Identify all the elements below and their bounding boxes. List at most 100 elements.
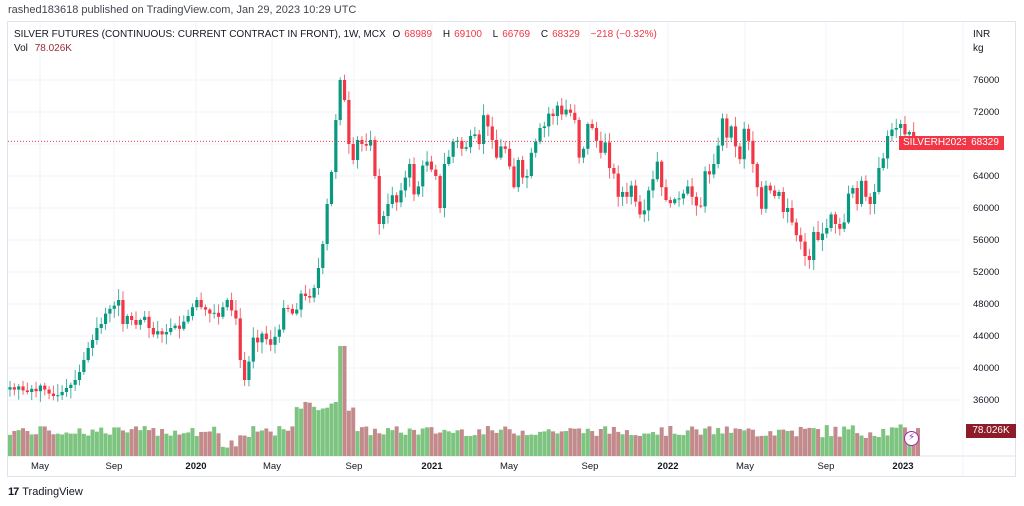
candle-body <box>295 309 299 314</box>
chart-frame[interactable] <box>7 21 1016 477</box>
candle-body <box>642 210 646 215</box>
candle-body <box>360 140 364 144</box>
candle-body <box>725 118 729 138</box>
volume-bar <box>859 435 864 456</box>
volume-bar <box>377 433 382 456</box>
volume-bar <box>16 430 21 456</box>
candle-body <box>486 115 490 127</box>
candle-body <box>325 204 329 244</box>
candle-body <box>746 128 751 141</box>
candle-body <box>403 177 407 191</box>
candle-body <box>377 176 381 224</box>
candle-body <box>86 348 90 360</box>
candle-body <box>686 186 690 194</box>
volume-bar <box>412 429 417 456</box>
candle-body <box>243 360 247 380</box>
volume-bar <box>603 426 608 456</box>
lightning-icon[interactable]: ⚡︎ <box>904 431 919 446</box>
candle-body <box>451 141 455 157</box>
currency-label[interactable]: INR <box>973 29 991 40</box>
candle-body <box>38 385 43 392</box>
candle-body <box>156 331 160 335</box>
candle-body <box>490 126 494 140</box>
volume-bar <box>837 436 842 456</box>
candle-body <box>508 148 512 167</box>
candle-body <box>738 146 742 160</box>
candle-body <box>586 124 590 149</box>
candle-body <box>438 176 442 208</box>
symbol-description[interactable]: SILVER FUTURES (CONTINUOUS: CURRENT CONT… <box>14 29 386 40</box>
volume-bar <box>425 427 430 456</box>
candle-body <box>286 308 290 309</box>
volume-badge: 78.026K <box>966 424 1016 438</box>
volume-bar <box>116 427 121 456</box>
volume-bar <box>820 437 825 456</box>
tradingview-logo-icon: 17 <box>8 486 19 498</box>
open-value: 68989 <box>404 29 433 40</box>
volume-bar <box>881 429 886 456</box>
volume-bar <box>342 346 347 456</box>
candle-body <box>256 337 260 343</box>
volume-bar <box>911 435 916 456</box>
volume-bar <box>898 424 903 456</box>
candle-body <box>416 186 420 195</box>
candle-body <box>881 158 885 168</box>
candle-body <box>512 166 516 188</box>
time-tick-label: Sep <box>818 461 835 472</box>
volume-bar <box>572 428 577 456</box>
volume-bar <box>698 434 703 456</box>
candle-body <box>64 388 69 392</box>
high-value: 69100 <box>454 29 482 40</box>
volume-bar <box>616 431 621 456</box>
volume-bar <box>177 434 182 456</box>
candle-body <box>534 141 538 153</box>
volume-bar <box>42 426 47 456</box>
candle-body <box>816 232 820 240</box>
volume-bar <box>763 435 768 456</box>
volume-label[interactable]: Vol <box>14 43 28 54</box>
candle-body <box>17 386 21 390</box>
volume-bar <box>637 435 642 456</box>
candle-body <box>282 308 286 330</box>
candle-body <box>768 185 772 191</box>
volume-bar <box>629 435 634 456</box>
volume-bar <box>290 426 295 456</box>
volume-bar <box>598 428 603 456</box>
volume-bar <box>355 431 360 456</box>
volume-bar <box>516 435 521 456</box>
volume-bar <box>733 428 738 456</box>
volume-bar <box>855 433 860 456</box>
candle-body <box>594 128 599 141</box>
volume-bar <box>707 426 712 456</box>
unit-label[interactable]: kg <box>973 43 984 54</box>
candle-body <box>238 318 242 360</box>
volume-bar <box>351 407 356 456</box>
candle-body <box>395 195 399 203</box>
candle-body <box>477 134 481 144</box>
volume-bar <box>477 429 482 456</box>
volume-bar <box>359 427 364 456</box>
volume-bar <box>889 427 894 456</box>
volume-bar <box>8 434 12 456</box>
volume-bar <box>459 429 464 456</box>
footer-brand[interactable]: 17 TradingView <box>8 486 83 498</box>
volume-bar <box>273 435 278 456</box>
candle-body <box>386 204 390 216</box>
candle-body <box>890 129 894 136</box>
candle-body <box>264 333 268 340</box>
volume-bar <box>286 430 291 456</box>
candle-body <box>833 214 838 224</box>
candle-body <box>894 128 898 130</box>
price-tick-label: 76000 <box>973 75 999 86</box>
volume-bar <box>655 434 660 456</box>
volume-bar <box>242 435 247 456</box>
candle-body <box>494 140 499 158</box>
volume-bar <box>659 427 664 456</box>
candle-body <box>777 192 781 196</box>
candle-body <box>903 124 907 135</box>
candle-body <box>273 336 277 345</box>
candle-body <box>707 171 712 175</box>
candle-body <box>859 180 864 204</box>
volume-bar <box>186 432 191 456</box>
